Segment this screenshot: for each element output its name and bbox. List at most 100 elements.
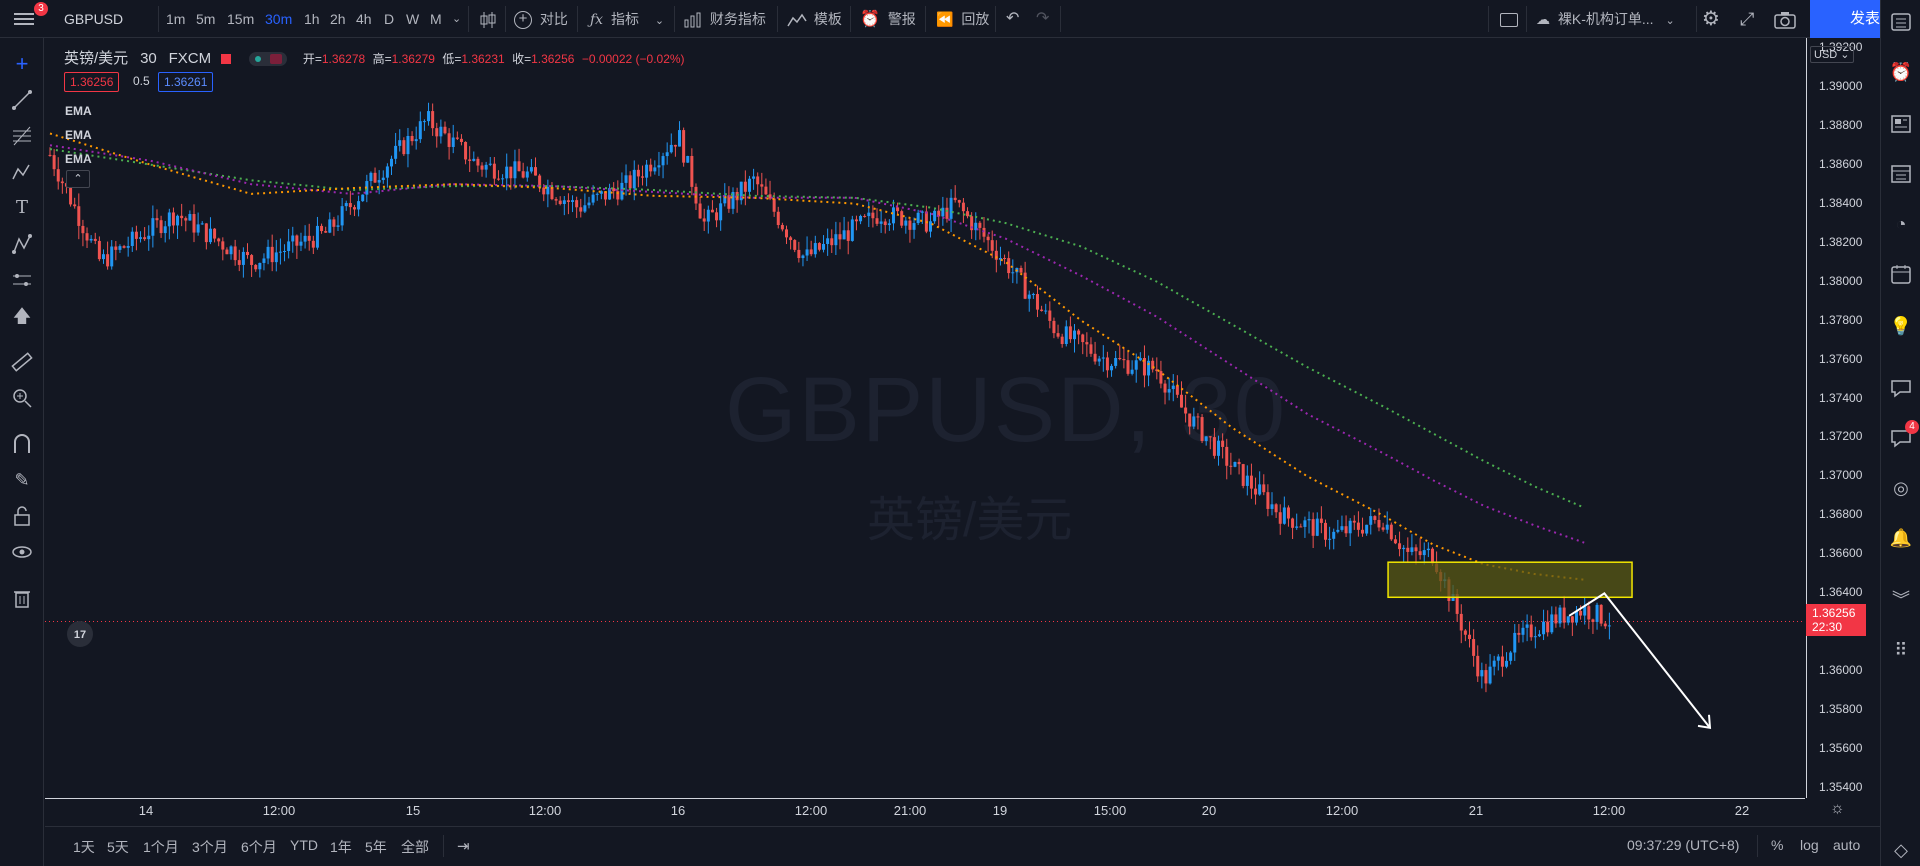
- pattern-icon[interactable]: [8, 158, 36, 186]
- gear-icon[interactable]: ⚙: [1702, 8, 1720, 30]
- candle-body: [797, 249, 801, 259]
- chat-icon[interactable]: [1887, 374, 1915, 402]
- pencil-lock-icon[interactable]: ✎: [14, 470, 30, 490]
- timeframe-4h[interactable]: 4h: [356, 11, 372, 27]
- camera-icon[interactable]: [1774, 0, 1796, 38]
- candle-body: [875, 218, 879, 224]
- candle-body: [764, 186, 768, 195]
- redo-icon[interactable]: ↷: [1036, 10, 1050, 27]
- trend-line-icon[interactable]: [8, 86, 36, 114]
- range-3m[interactable]: 3个月: [192, 839, 228, 855]
- fullscreen-icon[interactable]: ⤢: [1740, 9, 1755, 29]
- chevron-down-icon[interactable]: ⌄: [452, 13, 462, 25]
- divider: [995, 6, 996, 32]
- hotlist-icon[interactable]: ◔: [1895, 214, 1907, 234]
- ruler-icon[interactable]: [8, 348, 36, 376]
- candle-body: [887, 223, 891, 226]
- alarm-clock-icon[interactable]: ⏰: [1889, 62, 1913, 82]
- clock[interactable]: 09:37:29 (UTC+8): [1627, 837, 1740, 853]
- calendar-icon[interactable]: [1887, 260, 1915, 288]
- range-1d[interactable]: 1天: [73, 839, 95, 855]
- timeframe-w[interactable]: W: [406, 11, 420, 27]
- text-tool-icon[interactable]: T: [15, 197, 28, 218]
- timeframe-2h[interactable]: 2h: [330, 11, 346, 27]
- fib-retracement-icon[interactable]: [8, 122, 36, 150]
- measure-icon[interactable]: [8, 266, 36, 294]
- legend-symbol-title[interactable]: 英镑/美元: [64, 50, 129, 67]
- bid-price-button[interactable]: 1.36256: [64, 72, 120, 92]
- chevron-double-icon[interactable]: ︾: [1892, 590, 1910, 610]
- dots-grid-icon[interactable]: ⠿: [1894, 640, 1908, 660]
- candle-body: [1496, 656, 1500, 661]
- range-1m[interactable]: 1个月: [143, 839, 179, 855]
- compare-button[interactable]: + 对比: [514, 0, 568, 38]
- candle-body: [505, 166, 509, 179]
- alert-button[interactable]: ⏰ 警报: [860, 0, 916, 38]
- help-icon[interactable]: ◇: [1894, 840, 1908, 860]
- timeframe-1m[interactable]: 1m: [166, 11, 186, 27]
- candle-body: [871, 212, 875, 219]
- candle-body: [1505, 660, 1509, 667]
- timeframe-5m[interactable]: 5m: [196, 11, 216, 27]
- drawing-toolbar: + T 🡅 ✎: [0, 38, 44, 866]
- candle-body: [706, 209, 710, 222]
- layout-selector[interactable]: ☁ 裸K-机构订单... ⌄: [1536, 0, 1675, 38]
- menu-icon[interactable]: [14, 10, 34, 28]
- indicators-button[interactable]: ƒx 指标 ⌄: [590, 0, 664, 38]
- prediction-icon[interactable]: [8, 230, 36, 258]
- high-value: 1.36279: [391, 52, 435, 66]
- time-axis[interactable]: 14 12:00 15 12:00 16 12:00 21:00 19 15:00 20 12:00…: [45, 798, 1805, 824]
- timeframe-1h[interactable]: 1h: [304, 11, 320, 27]
- price-scale[interactable]: 1.39200 1.39000 1.38800 1.38600 1.38400 1.382…: [1806, 38, 1880, 798]
- timeframe-m[interactable]: M: [430, 11, 442, 27]
- trash-icon[interactable]: [8, 584, 36, 612]
- layout-square-icon[interactable]: [1500, 0, 1518, 38]
- symbol-search[interactable]: GBPUSD: [64, 11, 124, 27]
- arrow-up-icon[interactable]: 🡅: [12, 306, 32, 326]
- currency-selector[interactable]: USD ⌄: [1810, 46, 1854, 63]
- notifications-bell-icon[interactable]: 🔔: [1889, 528, 1913, 548]
- auto-toggle[interactable]: auto: [1833, 837, 1861, 853]
- undo-icon[interactable]: ↶: [1006, 10, 1020, 27]
- timeframe-d[interactable]: D: [384, 11, 395, 27]
- news-icon[interactable]: [1887, 110, 1915, 138]
- candle-body: [1389, 524, 1393, 540]
- market-status-toggle[interactable]: [248, 52, 287, 67]
- log-toggle[interactable]: log: [1800, 837, 1819, 853]
- ask-price-button[interactable]: 1.36261: [158, 72, 214, 92]
- price-chart[interactable]: 17: [45, 38, 1805, 798]
- candle-body: [776, 211, 780, 226]
- streams-icon[interactable]: ◎: [1893, 478, 1909, 498]
- templates-button[interactable]: 模板: [787, 0, 842, 38]
- eye-icon[interactable]: [8, 538, 36, 566]
- candle-body: [949, 197, 953, 219]
- ema-legend-3[interactable]: EMA: [65, 152, 92, 166]
- percent-toggle[interactable]: %: [1771, 837, 1784, 853]
- ema-legend-2[interactable]: EMA: [65, 128, 92, 142]
- settings-icon[interactable]: ☼: [1830, 800, 1845, 817]
- candle-body: [225, 249, 229, 255]
- replay-button[interactable]: ⏪ 回放: [936, 0, 989, 38]
- magnet-icon[interactable]: [8, 430, 36, 458]
- range-1y[interactable]: 1年: [330, 839, 352, 855]
- crosshair-icon[interactable]: +: [15, 51, 29, 76]
- watchlist-icon[interactable]: [1887, 8, 1915, 36]
- range-all[interactable]: 全部: [401, 839, 429, 855]
- range-5d[interactable]: 5天: [107, 839, 129, 855]
- ema-legend-1[interactable]: EMA: [65, 104, 92, 118]
- candle-body: [562, 200, 566, 204]
- timeframe-30m[interactable]: 30m: [265, 11, 293, 27]
- financials-button[interactable]: 财务指标: [684, 0, 766, 38]
- zoom-in-icon[interactable]: [8, 384, 36, 412]
- goto-date-icon[interactable]: ⇥: [457, 838, 470, 855]
- range-5y[interactable]: 5年: [365, 839, 387, 855]
- range-ytd[interactable]: YTD: [290, 837, 318, 853]
- chart-pane[interactable]: GBPUSD, 30 英镑/美元 17: [45, 38, 1805, 798]
- data-window-icon[interactable]: [1887, 160, 1915, 188]
- range-6m[interactable]: 6个月: [241, 839, 277, 855]
- ideas-lightbulb-icon[interactable]: 💡: [1889, 316, 1913, 336]
- timeframe-15m[interactable]: 15m: [227, 11, 255, 27]
- candle-style-icon[interactable]: [478, 0, 498, 38]
- lock-icon[interactable]: [8, 502, 36, 530]
- collapse-legend-icon[interactable]: ⌃: [66, 170, 90, 188]
